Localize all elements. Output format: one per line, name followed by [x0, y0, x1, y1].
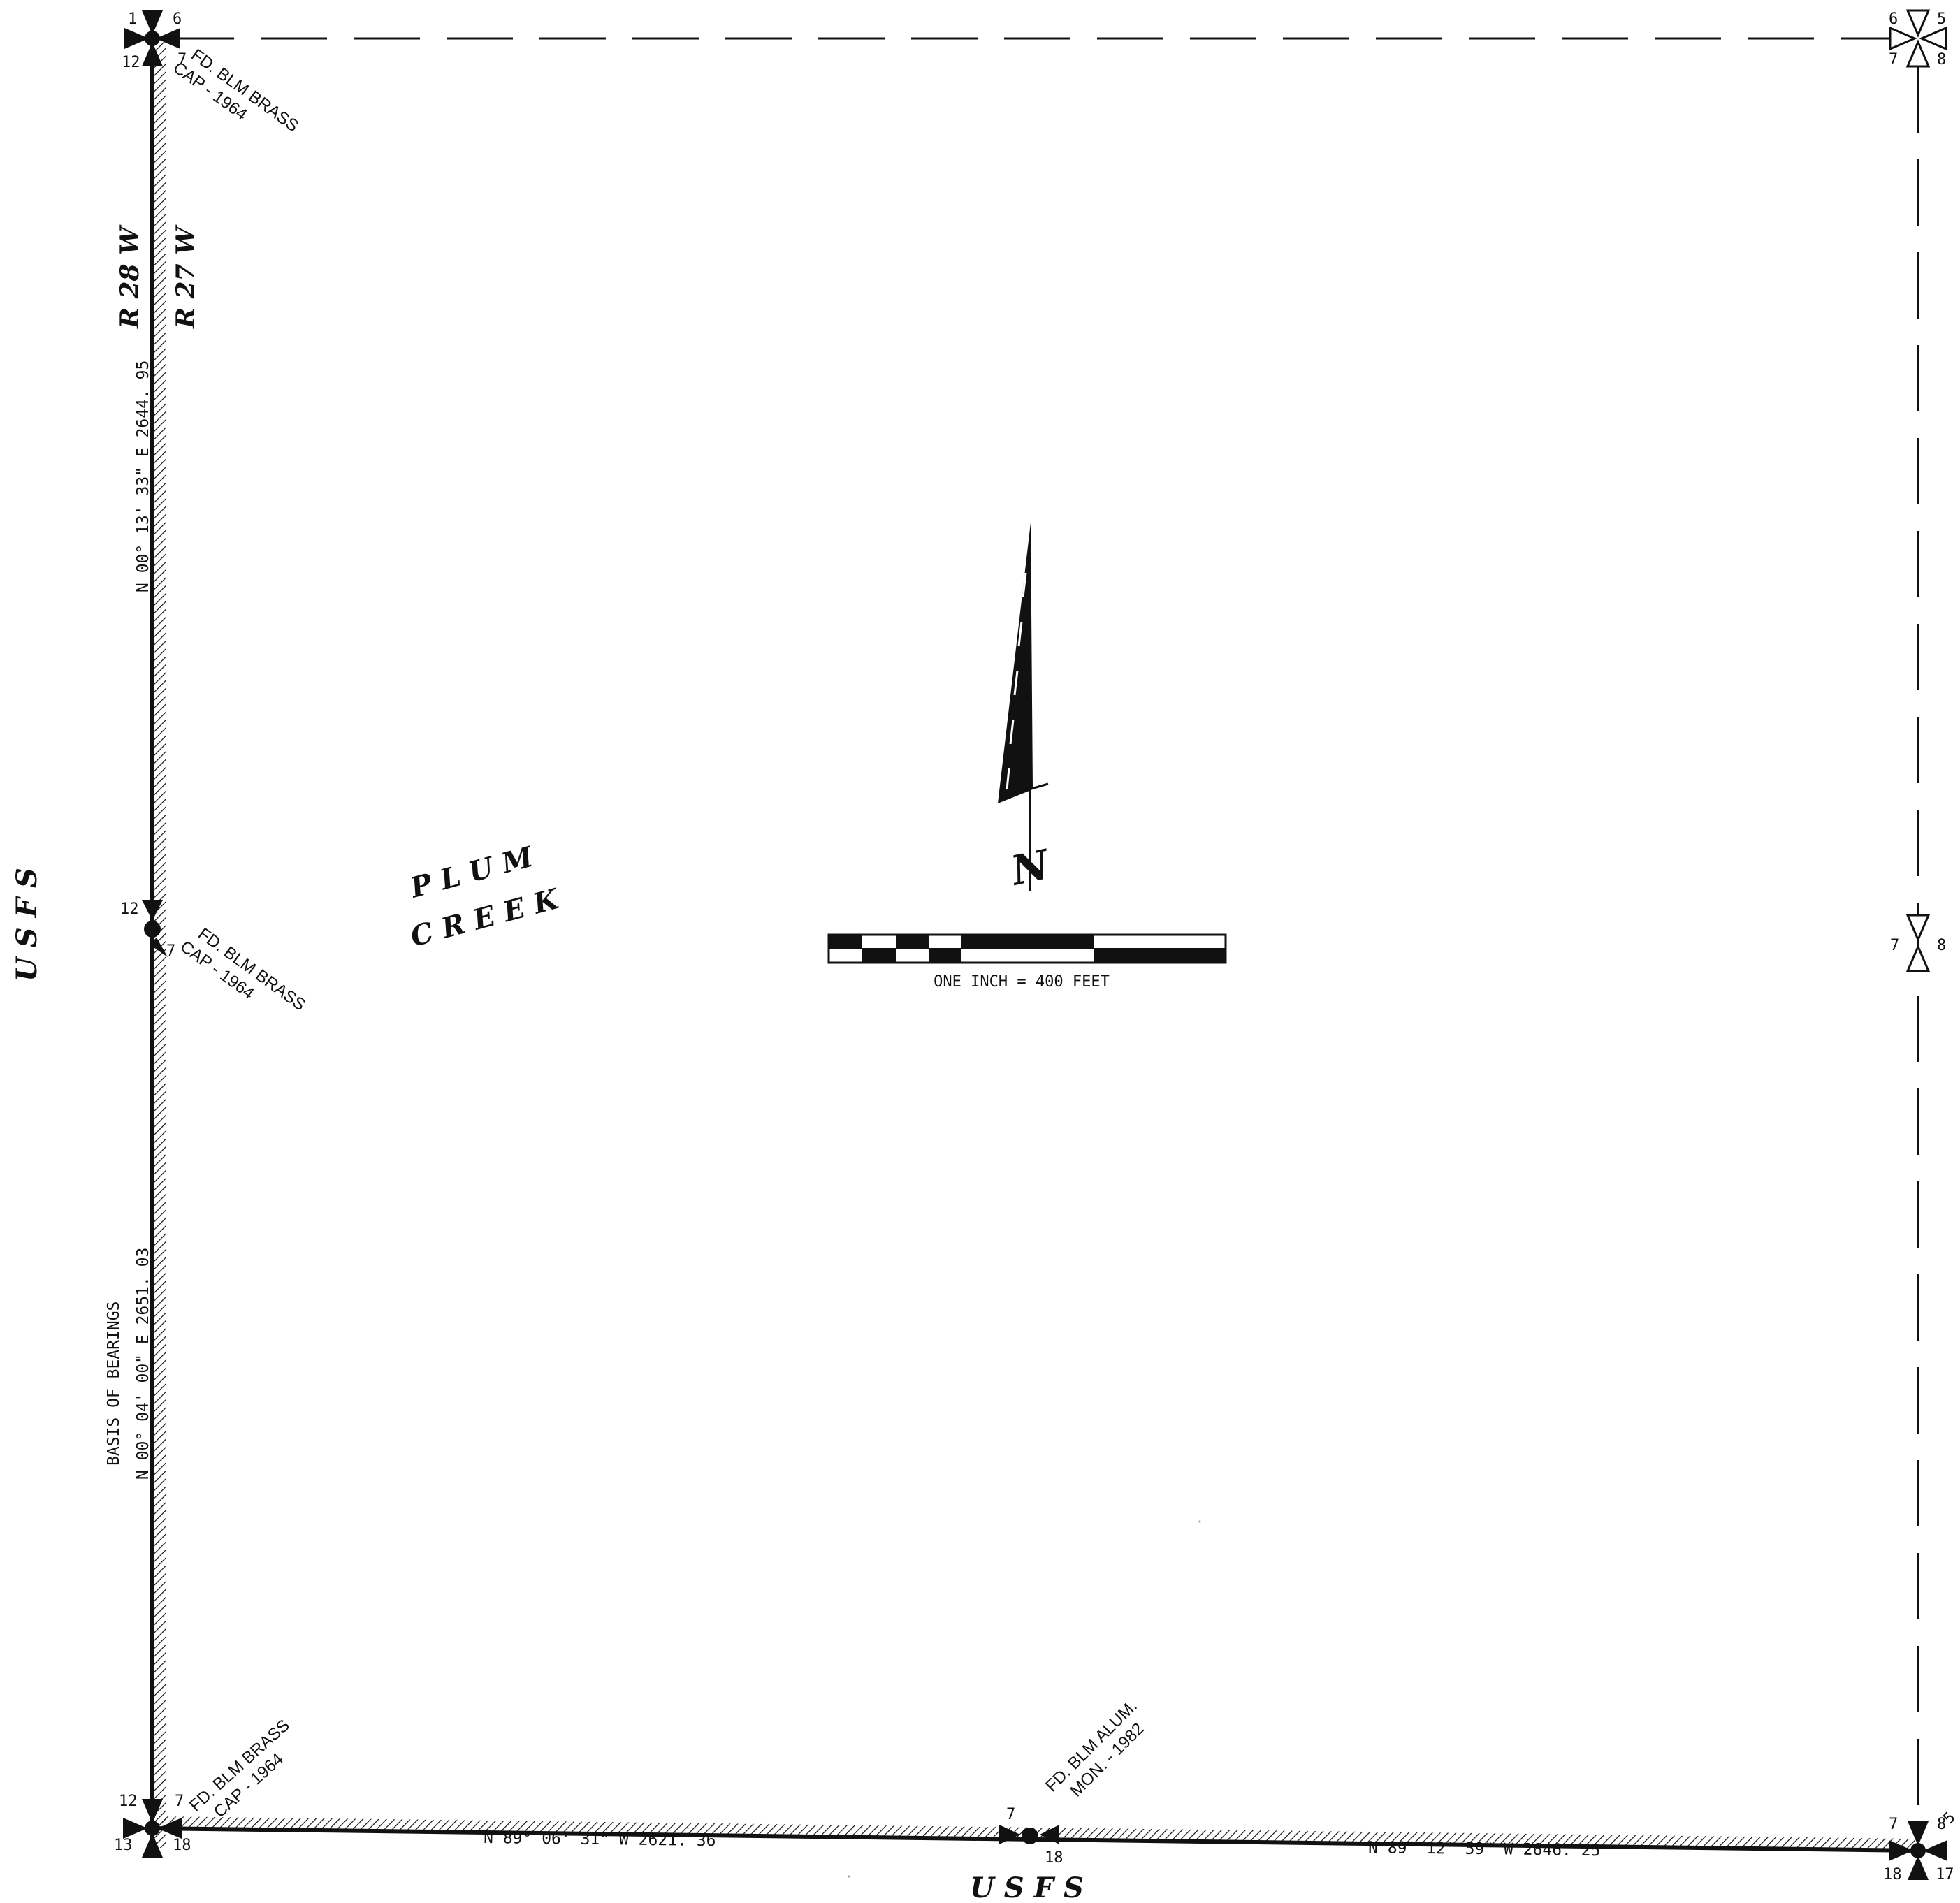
section-num-6: 6: [173, 10, 182, 28]
range-label-east: R 27 W: [171, 224, 201, 329]
section-num-18: 18: [173, 1837, 191, 1854]
section-num-8: 8: [1937, 1816, 1946, 1833]
monument-note-nw: FD. BLM BRASS CAP - 1964: [170, 45, 302, 136]
section-num-5: 5: [1937, 10, 1946, 28]
ne-corner-monument: 6 5 7 8: [1889, 9, 1947, 68]
s-quarter-monument: 7 18: [999, 1806, 1064, 1867]
section-num-7: 7: [1889, 51, 1898, 68]
scale-bar: ONE INCH = 400 FEET: [827, 933, 1227, 991]
bearing-west-lower: N 00° 04' 00" E 2651. 03: [134, 1248, 152, 1480]
section-num-7: 7: [166, 942, 175, 960]
monument-flag-n: [142, 10, 163, 35]
monument-note-w: FD. BLM BRASS CAP - 1964: [177, 924, 309, 1014]
section-num-1: 1: [128, 10, 137, 28]
section-num-8: 8: [1937, 937, 1946, 954]
section-num-18: 18: [1883, 1866, 1902, 1883]
section-num-8: 8: [1937, 51, 1946, 68]
sw-corner-monument: 12 7 13 18: [114, 1793, 191, 1858]
section-num-17: 17: [1936, 1866, 1954, 1883]
adjoiner-label-usfs-west: U S F S: [10, 868, 43, 982]
se-corner-monument: 7 8 18 17 5: [1883, 1809, 1959, 1883]
speck: [848, 1875, 850, 1878]
section-num-7: 7: [1890, 937, 1899, 954]
section-num-7: 7: [175, 1793, 184, 1810]
monument-flag-e: [156, 28, 180, 49]
bearing-south-east: N 89° 12' 59" W 2646. 25: [1368, 1839, 1601, 1860]
scale-text: ONE INCH = 400 FEET: [934, 973, 1110, 991]
speck: [1198, 1520, 1201, 1523]
section-num-12: 12: [119, 1793, 138, 1810]
section-num-7: 7: [1006, 1806, 1015, 1823]
section-num-18: 18: [1045, 1849, 1064, 1867]
section-num-13: 13: [114, 1837, 133, 1854]
monument-note-s: FD. BLM ALUM. MON. - 1982: [1042, 1697, 1148, 1801]
section-num-6: 6: [1889, 10, 1898, 28]
adjoiner-label-usfs-south: U S F S: [970, 1872, 1084, 1903]
north-arrow: N: [998, 523, 1054, 895]
monument-flag-s: [142, 42, 163, 66]
section-num-7: 7: [177, 51, 187, 68]
w-quarter-monument: 12 7: [120, 900, 175, 960]
monument-flag-w: [124, 28, 149, 49]
monument-note-sw: FD. BLM BRASS CAP - 1964: [186, 1716, 293, 1821]
bearing-south-west: N 89° 06' 31" W 2621. 36: [484, 1829, 716, 1850]
e-quarter-monument: 7 8: [1890, 914, 1946, 972]
nw-corner-monument: 1 6 12 7: [122, 10, 187, 71]
section-num-7: 7: [1889, 1816, 1898, 1833]
north-arrow-letter: N: [1006, 840, 1054, 895]
bearing-west-upper: N 00° 13' 33" E 2644. 95: [134, 360, 152, 592]
basis-of-bearings-label: BASIS OF BEARINGS: [105, 1302, 123, 1466]
north-arrow-blade: [998, 523, 1033, 803]
range-label-west: R 28 W: [115, 224, 145, 329]
section-num-12: 12: [120, 901, 139, 918]
section-num-12: 12: [122, 54, 140, 71]
